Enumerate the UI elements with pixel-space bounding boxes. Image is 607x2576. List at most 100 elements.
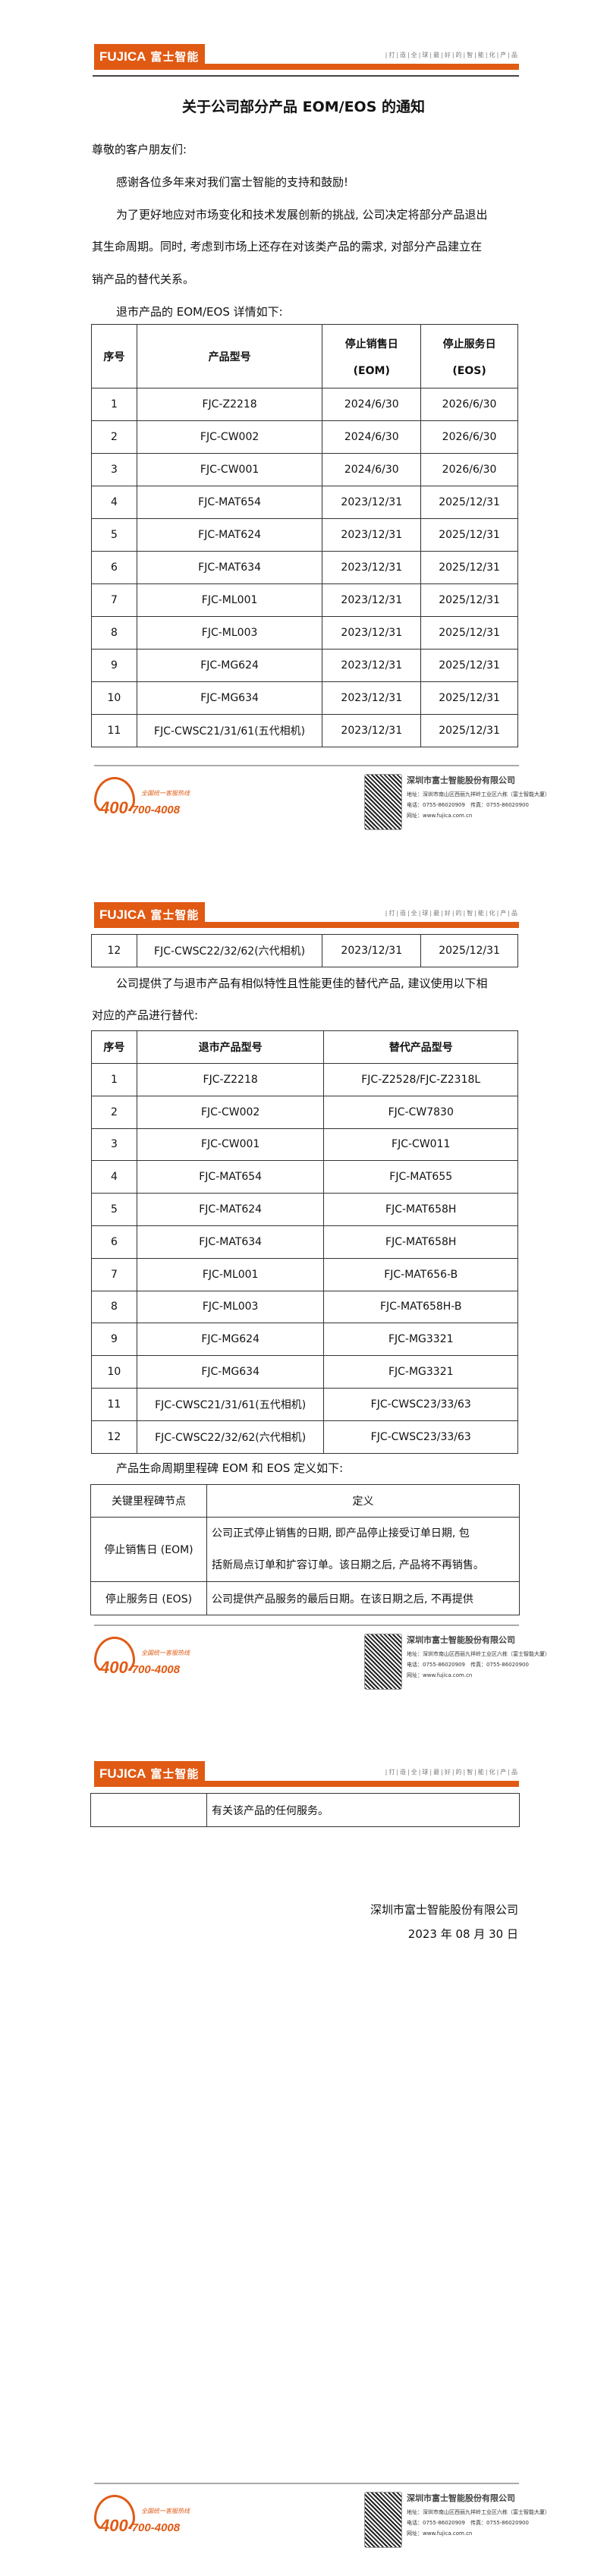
table-cell: 7 (91, 583, 137, 617)
table-cell: 9 (91, 1323, 137, 1357)
page-title: 关于公司部分产品 EOM/EOS 的通知 (181, 99, 426, 115)
table-cell: FJC-MAT634 (136, 1225, 325, 1259)
definition-intro: 产品生命周期里程碑 EOM 和 EOS 定义如下: (116, 1461, 344, 1475)
table-row: 7 FJC-ML001 FJC-MAT656-B (91, 1257, 518, 1291)
table-row: 1 FJC-Z2218 2024/6/30 2026/6/30 (91, 388, 518, 421)
col-header: 替代产品型号 (323, 1030, 518, 1064)
table-row: 9 FJC-MG624 FJC-MG3321 (91, 1323, 518, 1357)
para-intro: 为了更好地应对市场变化和技术发展创新的挑战, 公司决定将部分产品退出 (116, 208, 488, 222)
table-cell: 2 (91, 420, 137, 454)
table-cell: FJC-MAT656-B (323, 1257, 518, 1291)
table-cell: FJC-MAT634 (136, 551, 323, 584)
table-cell: FJC-CWSC23/33/63 (323, 1420, 518, 1454)
table-cell: 5 (91, 1193, 137, 1226)
table-cell: 2025/12/31 (420, 649, 518, 682)
table-cell: 2025/12/31 (420, 681, 518, 715)
table-row: 8 FJC-ML003 FJC-MAT658H-B (91, 1290, 518, 1324)
table-row: 12 FJC-CWSC22/32/62(六代相机) FJC-CWSC23/33/63 (91, 1420, 518, 1454)
table-row: 11 FJC-CWSC21/31/61(五代相机) FJC-CWSC23/33/63 (91, 1387, 518, 1421)
table-cell: FJC-CW7830 (323, 1095, 518, 1129)
table-cell: FJC-CW002 (136, 1095, 325, 1129)
table-row: 4 FJC-MAT654 FJC-MAT655 (91, 1160, 518, 1194)
table-cell: 2023/12/31 (322, 551, 422, 584)
table-row: 7 FJC-ML001 2023/12/31 2025/12/31 (91, 583, 518, 617)
table-cell: FJC-MAT658H (323, 1225, 518, 1259)
table-cell: 2025/12/31 (420, 551, 518, 584)
table-cell: 8 (91, 1290, 137, 1324)
fujica-logo: FUJICA 富士智能 (94, 902, 205, 928)
table-cell: 1 (91, 388, 137, 421)
table-cell: 6 (91, 1225, 137, 1259)
table-cell: 2025/12/31 (420, 486, 518, 519)
table-cell: FJC-MG3321 (323, 1355, 518, 1389)
page-header: FUJICA 富士智能 |打|造|全|球|最|好|的|智|能|化|产|品 (93, 44, 519, 77)
table-cell: 2025/12/31 (420, 714, 518, 747)
table-cell: 4 (91, 486, 137, 519)
definition-table-continued: 有关该产品的任何服务。 (90, 1793, 520, 1827)
para-intro: 其生命周期。同时, 考虑到市场上还存在对该类产品的需求, 对部分产品建立在 (92, 240, 483, 253)
table-cell: 2024/6/30 (322, 453, 422, 486)
table-cell: 3 (91, 453, 137, 486)
table-cell: 2025/12/31 (420, 934, 518, 967)
qr-code-icon (364, 2492, 402, 2548)
table-cell: FJC-CWSC21/31/61(五代相机) (136, 714, 323, 747)
table-row: 6 FJC-MAT634 FJC-MAT658H (91, 1225, 518, 1259)
table-cell: FJC-ML001 (136, 583, 323, 617)
para-thanks: 感谢各位多年来对我们富士智能的支持和鼓励! (116, 175, 349, 189)
table-cell: 11 (91, 714, 137, 747)
table-cell: 10 (91, 681, 137, 715)
table-cell: FJC-CWSC21/31/61(五代相机) (136, 1387, 325, 1421)
hotline-logo: 全国统一客服热线 400-700-4008 (94, 2490, 193, 2543)
eom-table: 序号 产品型号 停止销售日 (EOM) 停止服务日 (EOS) 1 FJC-Z2218… (91, 324, 518, 747)
col-header: 退市产品型号 (136, 1030, 325, 1064)
replace-intro: 公司提供了与退市产品有相似特性且性能更佳的替代产品, 建议使用以下相 (116, 977, 488, 990)
table-row: 3 FJC-CW001 2024/6/30 2026/6/30 (91, 453, 518, 486)
table-cell: FJC-MG3321 (323, 1323, 518, 1357)
table-row: 2 FJC-CW002 2024/6/30 2026/6/30 (91, 420, 518, 454)
table-cell: FJC-MAT658H (323, 1193, 518, 1226)
milestone-definition: 公司正式停止销售的日期, 即产品停止接受订单日期, 包括新局点订单和扩容订单。该… (206, 1517, 520, 1582)
hotline-logo: 全国统一客服热线 400-700-4008 (94, 772, 193, 826)
table-cell: 9 (91, 649, 137, 682)
signature-company: 深圳市富士智能股份有限公司 (370, 1903, 518, 1917)
table-row: 6 FJC-MAT634 2023/12/31 2025/12/31 (91, 551, 518, 584)
replace-intro: 对应的产品进行替代: (92, 1008, 199, 1022)
table-header-row: 序号 产品型号 停止销售日 (EOM) 停止服务日 (EOS) (91, 324, 518, 388)
table-row: 12 FJC-CWSC22/32/62(六代相机) 2023/12/31 2025/1… (91, 934, 518, 967)
table-cell: FJC-CW011 (323, 1128, 518, 1162)
table-row: 1 FJC-Z2218 FJC-Z2528/FJC-Z2318L (91, 1063, 518, 1096)
table-cell: FJC-Z2218 (136, 388, 323, 421)
table-cell: FJC-MAT624 (136, 518, 323, 552)
table-cell: FJC-CW001 (136, 453, 323, 486)
table-cell: 12 (91, 1420, 137, 1454)
table-cell: 3 (91, 1128, 137, 1162)
table-cell: 2025/12/31 (420, 583, 518, 617)
table-cell: FJC-MAT658H-B (323, 1290, 518, 1324)
table-cell: 2023/12/31 (322, 616, 422, 650)
page-header: FUJICA 富士智能 |打|造|全|球|最|好|的|智|能|化|产|品 (94, 902, 519, 928)
table-cell: 2023/12/31 (322, 934, 422, 967)
table-cell: FJC-MAT655 (323, 1160, 518, 1194)
table-row: 11 FJC-CWSC21/31/61(五代相机) 2023/12/31 2025/1… (91, 714, 518, 747)
table-cell: FJC-MG634 (136, 681, 323, 715)
milestone-node: 停止销售日 (EOM) (90, 1517, 207, 1582)
table-cell: 2023/12/31 (322, 681, 422, 715)
fujica-logo: FUJICA 富士智能 (94, 1761, 205, 1787)
table-cell: 1 (91, 1063, 137, 1096)
replacement-table: 序号 退市产品型号 替代产品型号 1 FJC-Z2218 FJC-Z2528/FJC… (91, 1030, 518, 1454)
col-header: 停止服务日 (EOS) (420, 324, 518, 388)
slogan: |打|造|全|球|最|好|的|智|能|化|产|品 (385, 52, 519, 58)
col-header: 序号 (91, 1030, 137, 1064)
table-row: 9 FJC-MG624 2023/12/31 2025/12/31 (91, 649, 518, 682)
table-cell: FJC-ML001 (136, 1257, 325, 1291)
table-cell: 8 (91, 616, 137, 650)
page-footer: 全国统一客服热线 400-700-4008 深圳市富士智能股份有限公司 地址：深圳市… (94, 1625, 550, 1693)
table-row: 3 FJC-CW001 FJC-CW011 (91, 1128, 518, 1162)
table-cell: 2024/6/30 (322, 420, 422, 454)
table-cell: 11 (91, 1387, 137, 1421)
table-row: 5 FJC-MAT624 2023/12/31 2025/12/31 (91, 518, 518, 552)
col-header: 停止销售日 (EOM) (322, 324, 422, 388)
table-cell: FJC-MAT654 (136, 1160, 325, 1194)
table-cell: 2023/12/31 (322, 714, 422, 747)
page-footer: 全国统一客服热线 400-700-4008 深圳市富士智能股份有限公司 地址：深圳市… (94, 765, 550, 833)
